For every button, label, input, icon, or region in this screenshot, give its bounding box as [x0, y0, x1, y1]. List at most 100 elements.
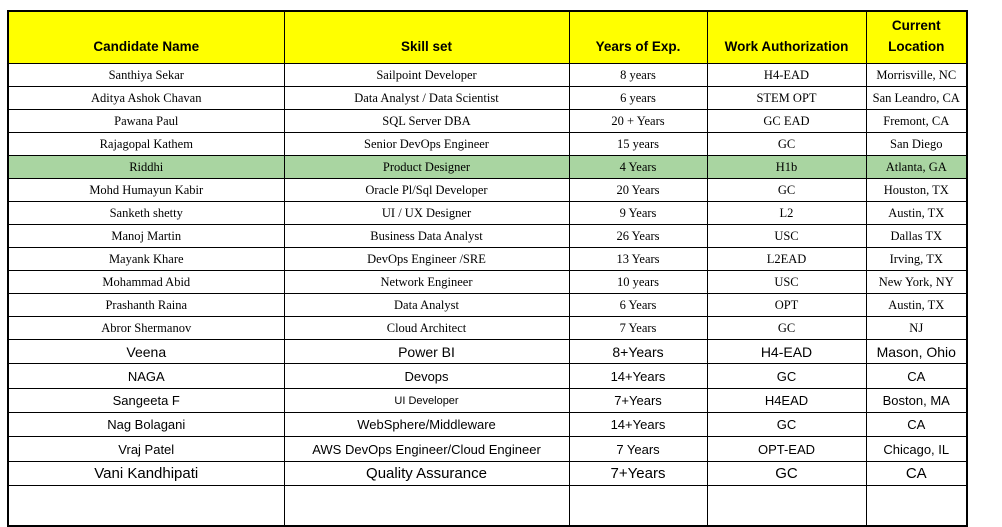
cell-auth: GC	[706, 363, 867, 389]
cell-exp: 8 years	[568, 63, 708, 87]
cell-skill: WebSphere/Middleware	[283, 412, 570, 437]
cell-empty	[283, 485, 570, 526]
cell-exp: 9 Years	[568, 201, 708, 225]
table-row: Rajagopal Kathem Senior DevOps Engineer 15…	[7, 132, 968, 156]
cell-location: Dallas TX	[865, 224, 968, 248]
cell-auth: H4-EAD	[706, 63, 867, 87]
cell-location: Fremont, CA	[865, 109, 968, 133]
cell-location: Austin, TX	[865, 293, 968, 317]
cell-name: Nag Bolagani	[7, 412, 285, 437]
table-row: Sanketh shetty UI / UX Designer 9 Years L2 A…	[7, 201, 968, 225]
cell-empty	[7, 485, 285, 526]
cell-skill: Cloud Architect	[283, 316, 570, 340]
cell-exp: 14+Years	[568, 363, 708, 389]
cell-location: Chicago, IL	[865, 436, 968, 462]
cell-skill: UI / UX Designer	[283, 201, 570, 225]
cell-auth: GC	[706, 316, 867, 340]
cell-exp: 7+Years	[568, 388, 708, 413]
cell-auth: STEM OPT	[706, 86, 867, 110]
cell-exp: 20 Years	[568, 178, 708, 202]
cell-location: Morrisville, NC	[865, 63, 968, 87]
cell-location: CA	[865, 412, 968, 437]
cell-name: Pawana Paul	[7, 109, 285, 133]
cell-skill: Power BI	[283, 339, 570, 364]
cell-auth: H4EAD	[706, 388, 867, 413]
cell-auth: H1b	[706, 155, 867, 179]
cell-skill: Sailpoint Developer	[283, 63, 570, 87]
cell-exp: 8+Years	[568, 339, 708, 364]
column-header-skill: Skill set	[283, 10, 570, 64]
cell-auth: OPT	[706, 293, 867, 317]
cell-name: NAGA	[7, 363, 285, 389]
table-row: Nag Bolagani WebSphere/Middleware 14+Years…	[7, 412, 968, 437]
cell-name: Sangeeta F	[7, 388, 285, 413]
column-header-exp: Years of Exp.	[568, 10, 708, 64]
column-header-auth: Work Authorization	[706, 10, 867, 64]
cell-exp: 13 Years	[568, 247, 708, 271]
cell-name: Riddhi	[7, 155, 285, 179]
cell-skill: Oracle Pl/Sql Developer	[283, 178, 570, 202]
table-row: Aditya Ashok Chavan Data Analyst / Data S…	[7, 86, 968, 110]
table-row: NAGA Devops 14+Years GC CA	[7, 363, 968, 389]
cell-exp: 15 years	[568, 132, 708, 156]
cell-skill: Product Designer	[283, 155, 570, 179]
cell-skill: Devops	[283, 363, 570, 389]
cell-auth: GC EAD	[706, 109, 867, 133]
cell-location: New York, NY	[865, 270, 968, 294]
table-row: Mayank Khare DevOps Engineer /SRE 13 Years…	[7, 247, 968, 271]
cell-name: Veena	[7, 339, 285, 364]
table-row: Vraj Patel AWS DevOps Engineer/Cloud Engi…	[7, 436, 968, 462]
cell-exp: 26 Years	[568, 224, 708, 248]
candidates-table-container: Candidate Name Skill set Years of Exp. Work…	[7, 10, 968, 527]
table-row: Pawana Paul SQL Server DBA 20 + Years GC EA…	[7, 109, 968, 133]
cell-exp: 7 Years	[568, 436, 708, 462]
column-header-location: Current Location	[865, 10, 968, 64]
table-row: Manoj Martin Business Data Analyst 26 Year…	[7, 224, 968, 248]
cell-skill: Data Analyst	[283, 293, 570, 317]
cell-skill: UI Developer	[283, 388, 570, 413]
cell-auth: L2EAD	[706, 247, 867, 271]
cell-auth: USC	[706, 224, 867, 248]
cell-exp: 4 Years	[568, 155, 708, 179]
cell-skill: DevOps Engineer /SRE	[283, 247, 570, 271]
cell-exp: 7 Years	[568, 316, 708, 340]
cell-empty	[865, 485, 968, 526]
cell-name: Abror Shermanov	[7, 316, 285, 340]
cell-location: Austin, TX	[865, 201, 968, 225]
cell-location: Boston, MA	[865, 388, 968, 413]
cell-name: Mohd Humayun Kabir	[7, 178, 285, 202]
cell-exp: 6 Years	[568, 293, 708, 317]
cell-skill: AWS DevOps Engineer/Cloud Engineer	[283, 436, 570, 462]
candidates-table: Candidate Name Skill set Years of Exp. Work…	[7, 10, 968, 527]
table-row: Mohammad Abid Network Engineer 10 years USC…	[7, 270, 968, 294]
column-header-name: Candidate Name	[7, 10, 285, 64]
cell-skill: Data Analyst / Data Scientist	[283, 86, 570, 110]
table-row: Santhiya Sekar Sailpoint Developer 8 years…	[7, 63, 968, 87]
cell-auth: L2	[706, 201, 867, 225]
header-row: Candidate Name Skill set Years of Exp. Work…	[7, 10, 968, 64]
cell-name: Manoj Martin	[7, 224, 285, 248]
table-row: Sangeeta F UI Developer 7+Years H4EAD Boston…	[7, 388, 968, 413]
table-row: Prashanth Raina Data Analyst 6 Years OPT Aus…	[7, 293, 968, 317]
cell-skill: SQL Server DBA	[283, 109, 570, 133]
cell-location: Houston, TX	[865, 178, 968, 202]
cell-exp: 10 years	[568, 270, 708, 294]
cell-name: Mohammad Abid	[7, 270, 285, 294]
cell-location: San Diego	[865, 132, 968, 156]
cell-name: Prashanth Raina	[7, 293, 285, 317]
cell-name: Vraj Patel	[7, 436, 285, 462]
cell-empty	[568, 485, 708, 526]
table-row: Abror Shermanov Cloud Architect 7 Years GC N…	[7, 316, 968, 340]
cell-name: Mayank Khare	[7, 247, 285, 271]
cell-location: Atlanta, GA	[865, 155, 968, 179]
cell-auth: GC	[706, 178, 867, 202]
cell-auth: GC	[706, 132, 867, 156]
cell-name: Aditya Ashok Chavan	[7, 86, 285, 110]
cell-auth: H4-EAD	[706, 339, 867, 364]
cell-exp: 6 years	[568, 86, 708, 110]
cell-location: Irving, TX	[865, 247, 968, 271]
cell-exp: 20 + Years	[568, 109, 708, 133]
cell-skill: Network Engineer	[283, 270, 570, 294]
cell-location: NJ	[865, 316, 968, 340]
cell-location: San Leandro, CA	[865, 86, 968, 110]
